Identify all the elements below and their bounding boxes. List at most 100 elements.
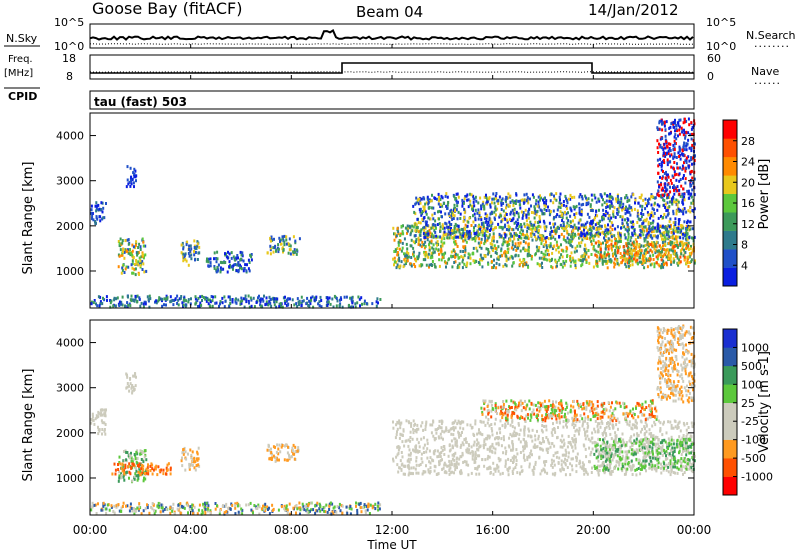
data-cell (539, 208, 542, 212)
data-cell (461, 201, 464, 205)
data-cell (666, 183, 669, 187)
data-cell (196, 512, 199, 516)
data-cell (475, 260, 478, 263)
data-cell (492, 249, 495, 252)
data-cell (587, 437, 590, 441)
data-cell (620, 197, 623, 201)
data-cell (608, 199, 611, 203)
data-cell (429, 217, 432, 221)
data-cell (500, 220, 503, 224)
data-cell (574, 443, 577, 447)
data-cell (303, 508, 306, 512)
data-cell (173, 299, 176, 302)
data-cell (494, 437, 496, 441)
data-cell (644, 243, 647, 247)
data-cell (490, 260, 493, 264)
data-cell (153, 512, 156, 516)
data-cell (466, 261, 469, 265)
nsearch-label: N.Search (746, 29, 796, 42)
data-cell (416, 255, 419, 259)
data-cell (678, 258, 681, 262)
data-cell (113, 504, 116, 508)
data-cell (430, 253, 433, 257)
data-cell (148, 305, 151, 309)
data-cell (460, 443, 463, 447)
data-cell (543, 207, 546, 211)
data-cell (146, 503, 148, 507)
data-cell (123, 250, 126, 254)
data-cell (427, 202, 430, 206)
data-cell (566, 207, 569, 211)
data-cell (515, 463, 518, 466)
data-cell (488, 218, 491, 222)
data-cell (378, 507, 381, 511)
data-cell (511, 264, 514, 268)
data-cell (361, 302, 363, 306)
data-cell (535, 213, 538, 217)
data-cell (274, 459, 277, 463)
data-cell (597, 231, 600, 235)
data-cell (497, 469, 500, 473)
data-cell (133, 475, 136, 479)
data-cell (560, 243, 562, 247)
data-cell (247, 258, 250, 262)
data-cell (424, 258, 427, 262)
data-cell (549, 211, 552, 215)
data-cell (446, 225, 449, 229)
data-cell (486, 200, 489, 204)
data-cell (585, 196, 587, 200)
data-cell (127, 242, 130, 246)
data-cell (131, 460, 134, 464)
data-cell (569, 240, 572, 244)
data-cell (282, 296, 285, 300)
data-cell (428, 245, 431, 249)
data-cell (428, 206, 431, 209)
data-cell (161, 304, 164, 308)
data-cell (679, 244, 682, 247)
data-cell (445, 471, 448, 475)
data-cell (613, 265, 616, 269)
data-cell (610, 216, 613, 220)
data-cell (436, 235, 439, 239)
data-cell (428, 198, 431, 202)
data-cell (355, 501, 357, 505)
data-cell (437, 248, 440, 252)
data-cell (492, 472, 495, 476)
data-cell (120, 472, 123, 476)
data-cell (490, 224, 493, 228)
data-cell (682, 174, 685, 177)
data-cell (628, 242, 631, 246)
data-cell (689, 220, 692, 224)
data-cell (664, 182, 667, 186)
data-cell (626, 223, 629, 227)
data-cell (137, 507, 140, 511)
data-cell (145, 269, 148, 273)
data-cell (672, 155, 675, 159)
data-cell (676, 199, 679, 203)
data-cell (682, 243, 685, 247)
data-cell (117, 479, 120, 483)
data-cell (560, 253, 563, 257)
data-cell (601, 260, 604, 264)
data-cell (534, 252, 537, 256)
colorbar-swatch (723, 175, 737, 194)
data-cell (495, 436, 498, 440)
data-cell (579, 465, 582, 469)
data-cell (422, 243, 425, 246)
data-cell (316, 509, 319, 513)
data-cell (409, 451, 412, 455)
data-cell (549, 230, 552, 234)
data-cell (684, 169, 687, 173)
data-cell (685, 148, 688, 152)
data-cell (468, 216, 471, 220)
data-cell (371, 504, 374, 508)
data-cell (101, 217, 104, 221)
data-cell (279, 240, 281, 243)
data-cell (491, 243, 494, 247)
data-cell (559, 192, 562, 196)
data-cell (594, 216, 596, 219)
data-cell (603, 201, 606, 205)
data-cell (536, 209, 539, 213)
data-cell (280, 304, 282, 308)
data-cell (193, 246, 196, 249)
